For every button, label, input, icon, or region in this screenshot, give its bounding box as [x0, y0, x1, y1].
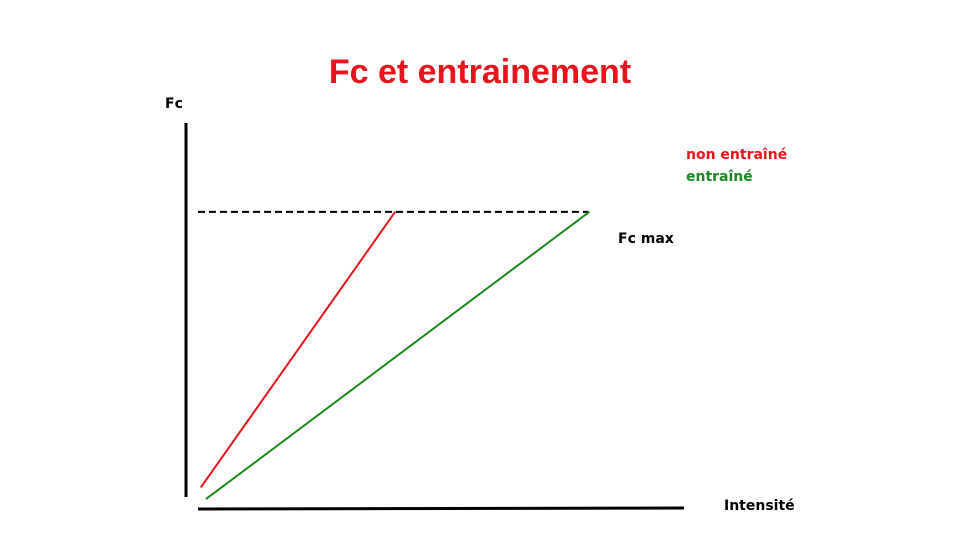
- legend-entry-non-entraine: non entraîné: [686, 147, 788, 163]
- y-axis-label: Fc: [165, 96, 183, 112]
- series-line-entraine: [205, 210, 590, 500]
- fc-max-label: Fc max: [618, 231, 674, 247]
- legend-entry-entraine: entraîné: [686, 169, 753, 185]
- x-axis-label: Intensité: [724, 498, 795, 514]
- series-layer: [200, 210, 590, 500]
- x-axis: [197, 506, 685, 511]
- series-line-non-entraine: [200, 211, 397, 488]
- chart-title: Fc et entrainement: [328, 53, 632, 91]
